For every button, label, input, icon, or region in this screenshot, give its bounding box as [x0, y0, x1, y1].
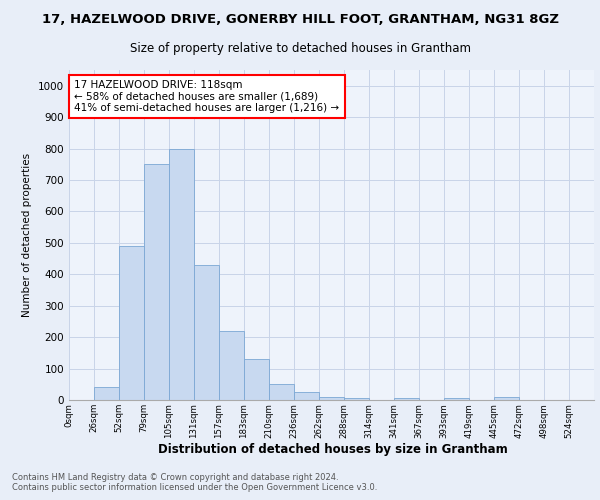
Bar	[394, 398, 419, 400]
Bar	[319, 397, 344, 400]
Bar	[169, 148, 194, 400]
Text: Contains public sector information licensed under the Open Government Licence v3: Contains public sector information licen…	[12, 484, 377, 492]
Bar	[144, 164, 169, 400]
Bar	[269, 384, 294, 400]
Bar	[294, 392, 319, 400]
Bar	[94, 388, 119, 400]
Bar	[119, 246, 144, 400]
Bar	[244, 359, 269, 400]
Text: Size of property relative to detached houses in Grantham: Size of property relative to detached ho…	[130, 42, 470, 55]
Bar	[344, 398, 369, 400]
Text: Distribution of detached houses by size in Grantham: Distribution of detached houses by size …	[158, 442, 508, 456]
Text: 17 HAZELWOOD DRIVE: 118sqm
← 58% of detached houses are smaller (1,689)
41% of s: 17 HAZELWOOD DRIVE: 118sqm ← 58% of deta…	[74, 80, 340, 113]
Bar	[219, 331, 244, 400]
Bar	[194, 265, 219, 400]
Bar	[494, 397, 519, 400]
Bar	[444, 398, 469, 400]
Text: Contains HM Land Registry data © Crown copyright and database right 2024.: Contains HM Land Registry data © Crown c…	[12, 472, 338, 482]
Text: 17, HAZELWOOD DRIVE, GONERBY HILL FOOT, GRANTHAM, NG31 8GZ: 17, HAZELWOOD DRIVE, GONERBY HILL FOOT, …	[41, 13, 559, 26]
Y-axis label: Number of detached properties: Number of detached properties	[22, 153, 32, 317]
